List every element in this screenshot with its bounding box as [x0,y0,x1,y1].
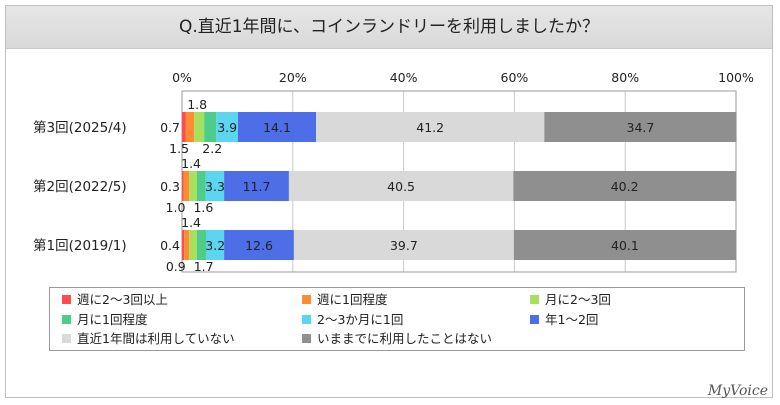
data-label: 3.3 [205,179,225,194]
bar-segment [224,171,289,201]
bar-segment [205,171,225,201]
data-label: 34.7 [627,120,655,135]
bar-segment [196,230,207,260]
bar-segment [183,171,190,201]
data-label: 12.6 [245,238,273,253]
data-label: 0.4 [160,238,180,253]
bar-segment [204,112,217,142]
bar-segment [224,230,294,260]
bar-segment [288,171,514,201]
legend-swatch [530,315,539,324]
brand-logo: MyVoice [707,383,768,399]
bar-segment [513,230,736,260]
x-tick-label: 100% [718,70,754,85]
category-label: 第1回(2019/1) [33,237,127,254]
legend-swatch [62,334,71,343]
legend-swatch [302,295,311,304]
data-label: 11.7 [243,179,271,194]
data-label: 1.4 [181,215,201,230]
bar-segment [182,171,184,201]
bar-segment [185,112,195,142]
bar-segment [216,112,238,142]
x-tick-label: 60% [501,70,529,85]
legend-swatch [302,315,311,324]
bar-segment [293,230,514,260]
bar-segment [189,171,197,201]
title-bar: Q.直近1年間に、コインランドリーを利用しましたか？ [6,6,772,49]
x-tick-label: 20% [279,70,307,85]
data-label: 1.5 [169,141,189,156]
bar-segment [206,230,225,260]
bar-segment [513,171,736,201]
data-label: 1.0 [166,200,186,215]
legend-label: 週に2～3回以上 [77,292,168,307]
data-label: 40.5 [387,179,415,194]
data-label: 0.7 [160,120,180,135]
legend-label: 年1～2回 [545,312,599,327]
chart-legend: 週に2～3回以上 週に1回程度 月に2～3回月に1回程度 2～3か月に1回 年1～2回直… [49,287,745,351]
chart-title: Q.直近1年間に、コインランドリーを利用しましたか？ [178,17,600,37]
bar-segment [182,230,185,260]
legend-swatch [302,334,311,343]
data-label: 3.2 [205,238,225,253]
bar-segment [189,230,197,260]
x-tick-label: 80% [611,70,639,85]
legend-swatch [530,295,539,304]
category-label: 第3回(2025/4) [33,119,127,136]
legend-label: 週に1回程度 [317,292,388,307]
bar-segment [182,112,186,142]
data-label: 2.2 [202,141,222,156]
bar-segment [237,112,317,142]
data-label: 40.2 [611,179,639,194]
legend-label: 月に2～3回 [545,292,611,307]
data-label: 0.3 [160,179,180,194]
data-label: 0.9 [166,259,186,274]
data-label: 1.4 [181,156,201,171]
data-label: 41.2 [416,120,444,135]
data-label: 3.9 [217,120,237,135]
category-label: 第2回(2022/5) [33,178,127,195]
bar-segment [184,230,190,260]
data-label: 1.6 [193,200,213,215]
x-tick-label: 40% [390,70,418,85]
data-label: 39.7 [390,238,418,253]
legend-label: 直近1年間は利用していない [77,331,235,346]
data-label: 1.8 [187,97,207,112]
data-label: 40.1 [611,238,639,253]
legend-label: 2～3か月に1回 [317,312,404,327]
x-tick-label: 0% [172,70,192,85]
bar-segment [544,112,737,142]
legend-swatch [62,315,71,324]
data-label: 14.1 [263,120,291,135]
legend-label: いままでに利用したことはない [317,331,493,346]
data-label: 1.7 [194,259,214,274]
bar-segment [194,112,205,142]
bar-segment [316,112,545,142]
legend-label: 月に1回程度 [77,312,148,327]
bar-segment [196,171,206,201]
legend-swatch [62,295,71,304]
